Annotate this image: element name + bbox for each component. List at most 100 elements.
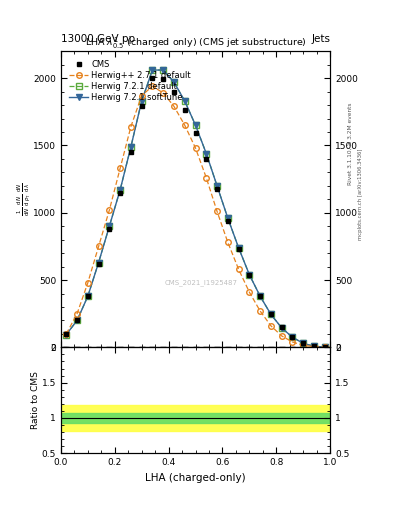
Herwig 7.2.1 softTune bbox=[150, 67, 155, 73]
Herwig 7.2.1 default bbox=[193, 122, 198, 129]
Herwig 7.2.1 default bbox=[312, 343, 316, 349]
CMS bbox=[290, 333, 295, 339]
Herwig++ 2.7.1 default bbox=[247, 289, 252, 295]
Herwig 7.2.1 default bbox=[161, 67, 165, 73]
Herwig 7.2.1 softTune bbox=[204, 151, 209, 157]
Herwig 7.2.1 softTune bbox=[322, 344, 327, 350]
CMS bbox=[322, 344, 327, 350]
Herwig++ 2.7.1 default bbox=[75, 311, 79, 317]
Herwig 7.2.1 default bbox=[150, 67, 155, 73]
Herwig++ 2.7.1 default bbox=[161, 90, 165, 96]
Herwig++ 2.7.1 default bbox=[96, 243, 101, 249]
Herwig 7.2.1 default bbox=[301, 340, 306, 347]
Text: Jets: Jets bbox=[311, 33, 330, 44]
CMS bbox=[75, 317, 79, 324]
Herwig 7.2.1 softTune bbox=[268, 311, 273, 317]
CMS bbox=[236, 246, 241, 252]
CMS bbox=[215, 185, 219, 191]
Text: 13000 GeV pp: 13000 GeV pp bbox=[61, 33, 135, 44]
Herwig 7.2.1 softTune bbox=[75, 317, 79, 324]
CMS bbox=[268, 311, 273, 317]
Herwig 7.2.1 default bbox=[182, 98, 187, 104]
Herwig 7.2.1 softTune bbox=[129, 144, 133, 150]
Text: Rivet 3.1.10, ≥ 3.2M events: Rivet 3.1.10, ≥ 3.2M events bbox=[348, 102, 353, 185]
CMS bbox=[118, 189, 123, 196]
Herwig++ 2.7.1 default bbox=[279, 333, 284, 339]
Herwig++ 2.7.1 default bbox=[107, 207, 112, 213]
Herwig 7.2.1 softTune bbox=[312, 343, 316, 349]
CMS bbox=[226, 218, 230, 224]
Herwig 7.2.1 softTune bbox=[279, 325, 284, 331]
CMS bbox=[107, 226, 112, 232]
Herwig 7.2.1 softTune bbox=[107, 223, 112, 229]
CMS bbox=[86, 293, 90, 300]
Herwig 7.2.1 default bbox=[236, 245, 241, 251]
Herwig++ 2.7.1 default bbox=[140, 93, 144, 99]
Herwig 7.2.1 softTune bbox=[236, 245, 241, 251]
CMS bbox=[301, 339, 306, 346]
Herwig++ 2.7.1 default bbox=[312, 344, 316, 350]
Herwig++ 2.7.1 default bbox=[322, 344, 327, 350]
Herwig 7.2.1 softTune bbox=[172, 79, 176, 85]
Herwig 7.2.1 softTune bbox=[290, 334, 295, 340]
CMS bbox=[193, 130, 198, 136]
Herwig 7.2.1 default bbox=[86, 293, 90, 300]
Herwig 7.2.1 default bbox=[290, 334, 295, 340]
Herwig++ 2.7.1 default bbox=[301, 342, 306, 348]
Line: CMS: CMS bbox=[64, 76, 327, 349]
Herwig++ 2.7.1 default bbox=[215, 208, 219, 215]
Line: Herwig++ 2.7.1 default: Herwig++ 2.7.1 default bbox=[64, 83, 327, 350]
Herwig 7.2.1 default bbox=[268, 311, 273, 317]
CMS bbox=[129, 149, 133, 155]
Herwig 7.2.1 softTune bbox=[226, 215, 230, 221]
Herwig++ 2.7.1 default bbox=[204, 175, 209, 181]
Herwig 7.2.1 softTune bbox=[182, 98, 187, 104]
CMS bbox=[140, 103, 144, 110]
Legend: CMS, Herwig++ 2.7.1 default, Herwig 7.2.1 default, Herwig 7.2.1 softTune: CMS, Herwig++ 2.7.1 default, Herwig 7.2.… bbox=[68, 58, 193, 104]
Herwig 7.2.1 softTune bbox=[301, 340, 306, 347]
CMS bbox=[279, 324, 284, 330]
Herwig 7.2.1 default bbox=[118, 187, 123, 193]
Herwig++ 2.7.1 default bbox=[129, 123, 133, 130]
Herwig 7.2.1 default bbox=[215, 183, 219, 189]
CMS bbox=[64, 331, 69, 337]
Line: Herwig 7.2.1 default: Herwig 7.2.1 default bbox=[64, 67, 327, 350]
CMS bbox=[161, 76, 165, 82]
Herwig 7.2.1 default bbox=[247, 271, 252, 278]
Herwig++ 2.7.1 default bbox=[226, 239, 230, 245]
Herwig 7.2.1 softTune bbox=[86, 293, 90, 300]
Y-axis label: $\frac{1}{\mathrm{d}N}$ $\frac{\mathrm{d}N}{\mathrm{d}\,p_{\mathrm{T}}}$ $\frac{: $\frac{1}{\mathrm{d}N}$ $\frac{\mathrm{d… bbox=[15, 182, 32, 216]
Herwig 7.2.1 softTune bbox=[215, 183, 219, 189]
Herwig 7.2.1 softTune bbox=[161, 67, 165, 73]
Herwig 7.2.1 default bbox=[75, 317, 79, 324]
Herwig 7.2.1 default bbox=[279, 325, 284, 331]
Herwig 7.2.1 softTune bbox=[118, 187, 123, 193]
Herwig++ 2.7.1 default bbox=[118, 165, 123, 172]
CMS bbox=[172, 89, 176, 95]
Title: LHA $\lambda^1_{0.5}$ (charged only) (CMS jet substructure): LHA $\lambda^1_{0.5}$ (charged only) (CM… bbox=[84, 36, 307, 51]
Herwig++ 2.7.1 default bbox=[150, 83, 155, 89]
CMS bbox=[96, 261, 101, 267]
CMS bbox=[204, 156, 209, 162]
CMS bbox=[247, 271, 252, 278]
Herwig++ 2.7.1 default bbox=[258, 308, 263, 314]
Herwig 7.2.1 default bbox=[96, 260, 101, 266]
Herwig++ 2.7.1 default bbox=[193, 145, 198, 151]
Herwig 7.2.1 softTune bbox=[140, 98, 144, 104]
Herwig 7.2.1 default bbox=[172, 79, 176, 85]
Herwig++ 2.7.1 default bbox=[268, 323, 273, 329]
Herwig 7.2.1 default bbox=[64, 331, 69, 337]
Herwig++ 2.7.1 default bbox=[182, 122, 187, 129]
Y-axis label: Ratio to CMS: Ratio to CMS bbox=[31, 371, 40, 429]
Herwig++ 2.7.1 default bbox=[64, 331, 69, 337]
X-axis label: LHA (charged-only): LHA (charged-only) bbox=[145, 473, 246, 482]
Herwig 7.2.1 default bbox=[204, 151, 209, 157]
Herwig 7.2.1 softTune bbox=[258, 293, 263, 300]
Text: CMS_2021_I1925487: CMS_2021_I1925487 bbox=[164, 279, 237, 286]
CMS bbox=[150, 75, 155, 81]
CMS bbox=[258, 293, 263, 300]
Herwig++ 2.7.1 default bbox=[236, 266, 241, 272]
Herwig 7.2.1 softTune bbox=[64, 331, 69, 337]
Text: mcplots.cern.ch [arXiv:1306.3436]: mcplots.cern.ch [arXiv:1306.3436] bbox=[358, 149, 363, 240]
Herwig 7.2.1 default bbox=[226, 215, 230, 221]
